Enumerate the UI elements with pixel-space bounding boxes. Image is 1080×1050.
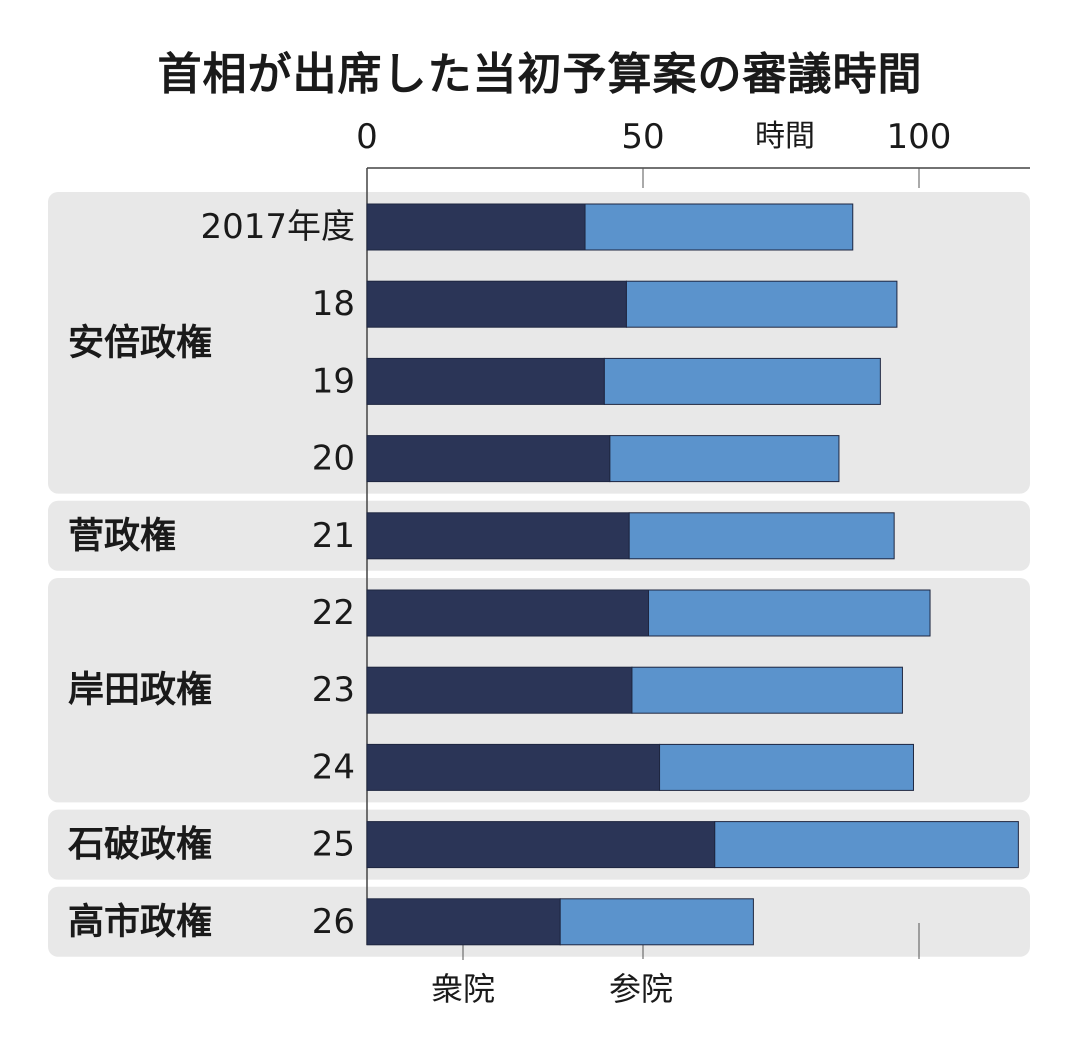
bar-shuin bbox=[366, 743, 661, 791]
bar-shuin bbox=[366, 435, 611, 483]
bar-shuin bbox=[366, 512, 630, 560]
bar-shuin bbox=[366, 898, 561, 946]
x-tick-label: 0 bbox=[356, 117, 378, 157]
category-label: 26 bbox=[312, 902, 355, 942]
bar-sanin bbox=[628, 512, 895, 560]
bar-shuin bbox=[366, 203, 586, 251]
bar-sanin bbox=[603, 357, 881, 405]
bars bbox=[366, 203, 1019, 946]
bar-sanin bbox=[625, 280, 898, 328]
category-label: 23 bbox=[312, 670, 355, 710]
x-unit-label: 時間 bbox=[755, 119, 815, 154]
group-label: 安倍政権 bbox=[68, 322, 212, 363]
bar-sanin bbox=[559, 898, 754, 946]
group-label: 高市政権 bbox=[68, 901, 212, 942]
category-label: 22 bbox=[312, 593, 355, 633]
x-tick-label: 100 bbox=[887, 117, 952, 157]
bar-sanin bbox=[648, 589, 931, 637]
bar-shuin bbox=[366, 821, 716, 869]
category-label: 20 bbox=[312, 439, 355, 479]
chart-title: 首相が出席した当初予算案の審議時間 bbox=[157, 49, 923, 100]
group-label: 菅政権 bbox=[68, 515, 176, 556]
bar-sanin bbox=[584, 203, 854, 251]
category-label: 24 bbox=[312, 747, 355, 787]
category-label: 25 bbox=[312, 825, 355, 865]
bar-shuin bbox=[366, 280, 627, 328]
bar-shuin bbox=[366, 589, 650, 637]
bar-sanin bbox=[631, 666, 903, 714]
category-label: 18 bbox=[312, 284, 355, 324]
bar-shuin bbox=[366, 357, 605, 405]
bar-shuin bbox=[366, 666, 633, 714]
bar-sanin bbox=[609, 435, 840, 483]
group-label: 岸田政権 bbox=[68, 670, 212, 711]
category-label: 21 bbox=[312, 516, 355, 556]
bar-sanin bbox=[659, 743, 914, 791]
bar-sanin bbox=[714, 821, 1019, 869]
legend-shuin: 衆院 bbox=[431, 970, 495, 1008]
x-tick-label: 50 bbox=[621, 117, 664, 157]
category-label: 19 bbox=[312, 361, 355, 401]
group-label: 石破政権 bbox=[68, 824, 212, 865]
category-label: 2017年度 bbox=[200, 207, 355, 247]
legend-sanin: 参院 bbox=[609, 970, 673, 1008]
group-panel bbox=[48, 192, 1030, 494]
